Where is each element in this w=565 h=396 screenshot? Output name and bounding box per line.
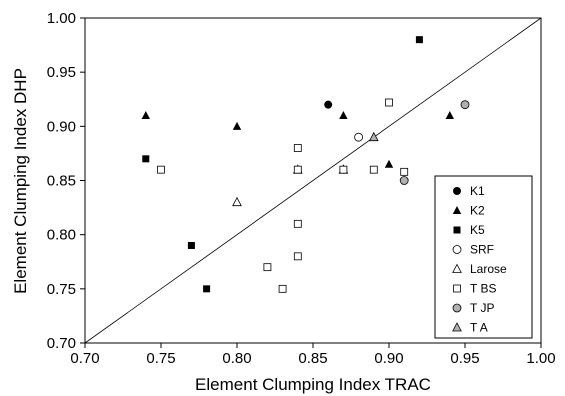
point-t-bs [157, 165, 165, 174]
point-t-bs [293, 252, 302, 261]
legend-marker-srf [452, 245, 462, 254]
point-t-jp [460, 100, 470, 110]
x-tick-label: 0.95 [450, 350, 479, 367]
point-k2 [232, 121, 242, 130]
y-tick-label: 0.90 [47, 118, 76, 135]
point-k2 [141, 111, 150, 119]
point-k2 [339, 111, 348, 119]
y-tick-label: 0.70 [47, 335, 76, 352]
point-t-bs [293, 219, 302, 228]
x-tick-label: 0.70 [70, 350, 99, 367]
y-tick-label: 0.85 [47, 173, 76, 190]
point-k1 [324, 100, 333, 109]
point-srf [354, 132, 364, 142]
point-k2 [445, 111, 454, 119]
y-tick-label: 0.95 [47, 64, 76, 81]
legend: K1 K2 K5 SRF Larose T BS T JP T A [434, 175, 533, 339]
legend-label-k2: K2 [470, 204, 485, 218]
legend-marker-t-jp [452, 303, 462, 313]
legend-label-t-a: T A [470, 321, 488, 335]
x-tick-label: 0.85 [298, 350, 327, 367]
point-k5 [203, 285, 211, 293]
legend-marker-larose [452, 263, 462, 273]
data-points [141, 36, 470, 293]
y-tick-label: 0.75 [47, 281, 76, 298]
y-tick-label: 1.00 [47, 10, 76, 27]
x-tick-label: 0.90 [374, 350, 403, 367]
point-t-a [368, 131, 379, 142]
point-larose [232, 196, 242, 207]
point-t-bs [400, 167, 409, 176]
legend-items: K1 K2 K5 SRF Larose T BS T JP T A [452, 184, 507, 335]
x-tick-label: 1.00 [526, 350, 555, 367]
legend-marker-k1 [453, 187, 461, 195]
legend-label-t-jp: T JP [470, 301, 494, 315]
one-to-one-line [84, 17, 542, 344]
point-t-bs [293, 165, 302, 174]
axis-ticks: 0.70 0.75 0.80 0.85 0.90 0.95 1.00 0.70 0.75 0.80… [47, 10, 556, 367]
point-k5 [415, 36, 423, 44]
point-k5 [142, 155, 150, 163]
point-k2 [384, 159, 394, 168]
legend-box [434, 175, 533, 339]
point-t-bs [263, 263, 272, 272]
point-t-bs [278, 284, 287, 293]
y-axis-title: Element Clumping Index DHP [11, 68, 30, 294]
x-tick-label: 0.80 [222, 350, 251, 367]
point-t-bs [293, 144, 302, 152]
legend-label-k5: K5 [470, 223, 485, 237]
legend-marker-k2 [452, 206, 462, 214]
point-t-bs [385, 98, 393, 107]
point-t-bs [369, 165, 378, 174]
legend-label-k1: K1 [470, 184, 485, 198]
point-t-jp [399, 176, 409, 185]
legend-label-larose: Larose [470, 262, 507, 276]
legend-label-srf: SRF [470, 243, 494, 257]
legend-marker-k5 [453, 226, 461, 234]
legend-marker-t-a [452, 322, 462, 332]
legend-label-t-bs: T BS [470, 282, 496, 296]
x-axis-title: Element Clumping Index TRAC [195, 375, 431, 394]
point-k5 [187, 242, 195, 249]
point-t-bs [339, 165, 348, 174]
x-tick-label: 0.75 [146, 350, 175, 367]
y-tick-label: 0.80 [47, 227, 76, 244]
legend-marker-t-bs [453, 284, 461, 293]
